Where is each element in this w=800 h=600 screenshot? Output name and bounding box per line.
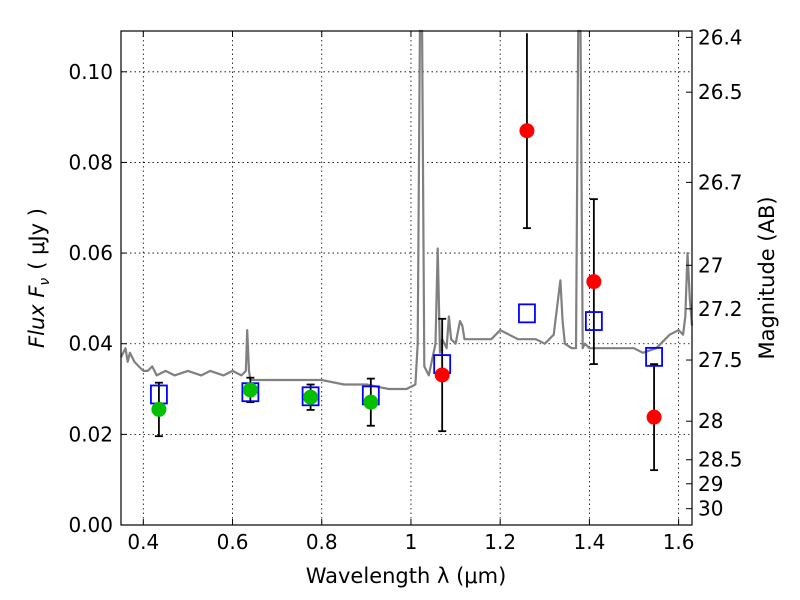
observed-flux-point [151, 401, 167, 417]
plot-frame [120, 30, 693, 526]
mag-tick-label: 28.5 [698, 448, 743, 472]
observed-flux-point [363, 394, 379, 410]
observed-flux-point [434, 367, 450, 383]
y-tick-label: 0.06 [68, 241, 113, 265]
y-axis-label: Flux Fν ( μJy ) [25, 208, 53, 348]
tick-labels: 0.4 0.6 0.8 1 1.2 1.4 1.6 0.00 0.02 0.04 0.06 0.08 0… [68, 25, 742, 554]
observed-flux-point [242, 382, 258, 398]
tick-marks [121, 31, 692, 526]
y-tick-label: 0.08 [68, 150, 113, 174]
mag-tick-label: 29 [698, 472, 723, 496]
y-tick-label: 0.00 [68, 513, 113, 537]
observed-flux-point [519, 123, 535, 139]
y-axis-label-main: Flux F [25, 285, 49, 348]
mag-tick-label: 26.4 [698, 25, 743, 49]
y-axis-label-unit: ( μJy ) [25, 208, 49, 270]
model-spectrum-line [120, 29, 694, 391]
y-tick-label: 0.10 [68, 60, 113, 84]
mag-tick-label: 27 [698, 253, 723, 277]
observed-flux-point [586, 274, 602, 290]
mag-tick-label: 26.7 [698, 170, 743, 194]
model-photometry-marker [645, 346, 663, 367]
mag-tick-label: 30 [698, 497, 723, 521]
x-tick-label: 1 [405, 530, 418, 554]
x-tick-label: 0.8 [306, 530, 338, 554]
x-tick-label: 1.4 [573, 530, 605, 554]
x-tick-label: 0.4 [127, 530, 159, 554]
spectrum-layer [120, 29, 694, 391]
model-photometry-marker [301, 386, 320, 407]
y-tick-label: 0.02 [68, 422, 113, 446]
mag-tick-label: 28 [698, 409, 723, 433]
y-tick-label: 0.04 [68, 332, 113, 356]
mag-tick-label: 26.5 [698, 80, 743, 104]
marker-layer [150, 123, 663, 425]
x-tick-label: 1.2 [484, 530, 516, 554]
model-photometry-marker [518, 303, 536, 324]
grid-lines [121, 31, 692, 525]
observed-flux-point [646, 409, 662, 425]
x-axis-label: Wavelength λ (μm) [306, 564, 507, 588]
mag-tick-label: 27.2 [698, 297, 743, 321]
observed-flux-point [303, 389, 319, 405]
mag-tick-label: 27.5 [698, 348, 743, 372]
x-tick-label: 1.6 [663, 530, 695, 554]
x-tick-label: 0.6 [217, 530, 249, 554]
y2-axis-label: Magnitude (AB) [755, 196, 779, 359]
model-photometry-marker [584, 311, 603, 331]
y-axis-label-sub: ν [37, 278, 53, 286]
